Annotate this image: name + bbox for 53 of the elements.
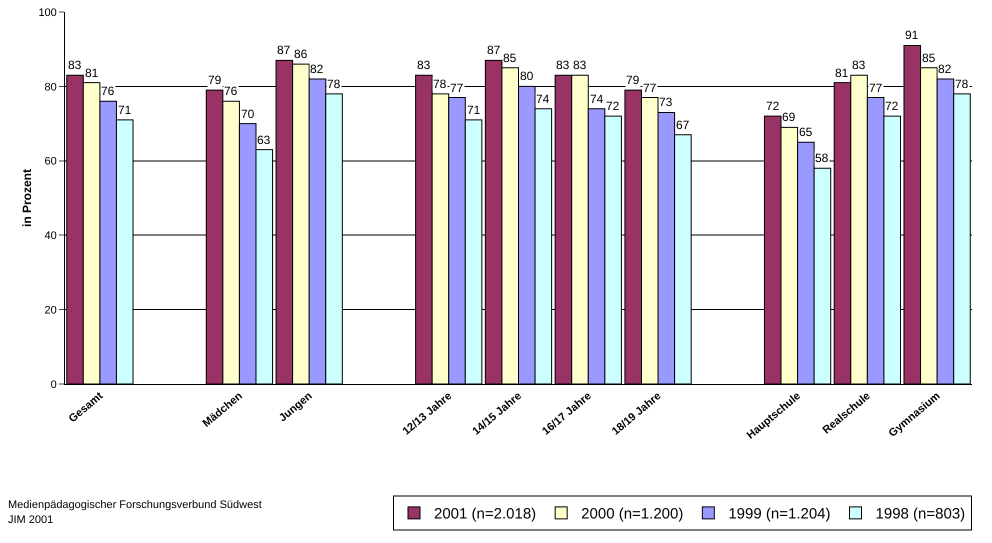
data-label: 76 <box>224 84 238 98</box>
data-label: 79 <box>208 73 222 87</box>
data-label: 69 <box>782 110 796 124</box>
data-label: 87 <box>487 43 501 57</box>
data-label: 70 <box>241 107 255 121</box>
data-label: 78 <box>327 77 341 91</box>
data-label: 83 <box>556 58 570 72</box>
legend-label: 1998 (n=803) <box>876 506 966 523</box>
y-tick-label: 60 <box>44 156 57 168</box>
data-label: 71 <box>467 103 481 117</box>
data-label: 74 <box>536 92 550 106</box>
data-label: 81 <box>835 66 849 80</box>
data-label: 72 <box>885 99 899 113</box>
data-label: 74 <box>590 92 604 106</box>
data-label: 67 <box>676 118 690 132</box>
data-label: 85 <box>922 51 936 65</box>
data-label: 81 <box>85 66 99 80</box>
data-label: 83 <box>573 58 587 72</box>
data-label: 79 <box>626 73 640 87</box>
data-label: 82 <box>310 62 324 76</box>
data-label: 77 <box>869 81 883 95</box>
data-label: 65 <box>799 125 813 139</box>
data-label: 72 <box>606 99 620 113</box>
data-label: 80 <box>520 69 534 83</box>
data-label: 71 <box>118 103 132 117</box>
data-label: 86 <box>294 47 308 61</box>
y-tick-label: 0 <box>50 378 57 391</box>
y-tick-label: 100 <box>38 6 57 19</box>
data-label: 87 <box>277 43 291 57</box>
data-label: 58 <box>815 151 829 165</box>
data-label: 76 <box>101 84 115 98</box>
y-axis-title: in Prozent <box>20 168 34 228</box>
data-label: 77 <box>450 81 464 95</box>
legend-label: 1999 (n=1.204) <box>728 506 831 523</box>
legend-label: 2001 (n=2.018) <box>434 506 536 523</box>
data-label: 91 <box>905 28 919 42</box>
text: JIM 2001 <box>8 514 54 526</box>
y-tick-label: 40 <box>44 230 57 242</box>
data-label: 78 <box>433 77 447 91</box>
data-label: 85 <box>503 51 517 65</box>
data-label: 63 <box>257 133 271 147</box>
data-label: 83 <box>852 58 866 72</box>
data-label: 73 <box>659 95 673 109</box>
text: Medienpädagogischer Forschungsverbund Südwest <box>8 499 262 511</box>
data-label: 82 <box>938 62 952 76</box>
y-tick-label: 20 <box>44 304 57 316</box>
data-label: 83 <box>68 58 82 72</box>
data-label: 83 <box>417 58 431 72</box>
legend-label: 2000 (n=1.200) <box>581 506 684 523</box>
y-tick-label: 80 <box>44 81 57 94</box>
data-label: 78 <box>955 77 969 91</box>
data-label: 77 <box>643 81 657 95</box>
data-label: 72 <box>766 99 780 113</box>
